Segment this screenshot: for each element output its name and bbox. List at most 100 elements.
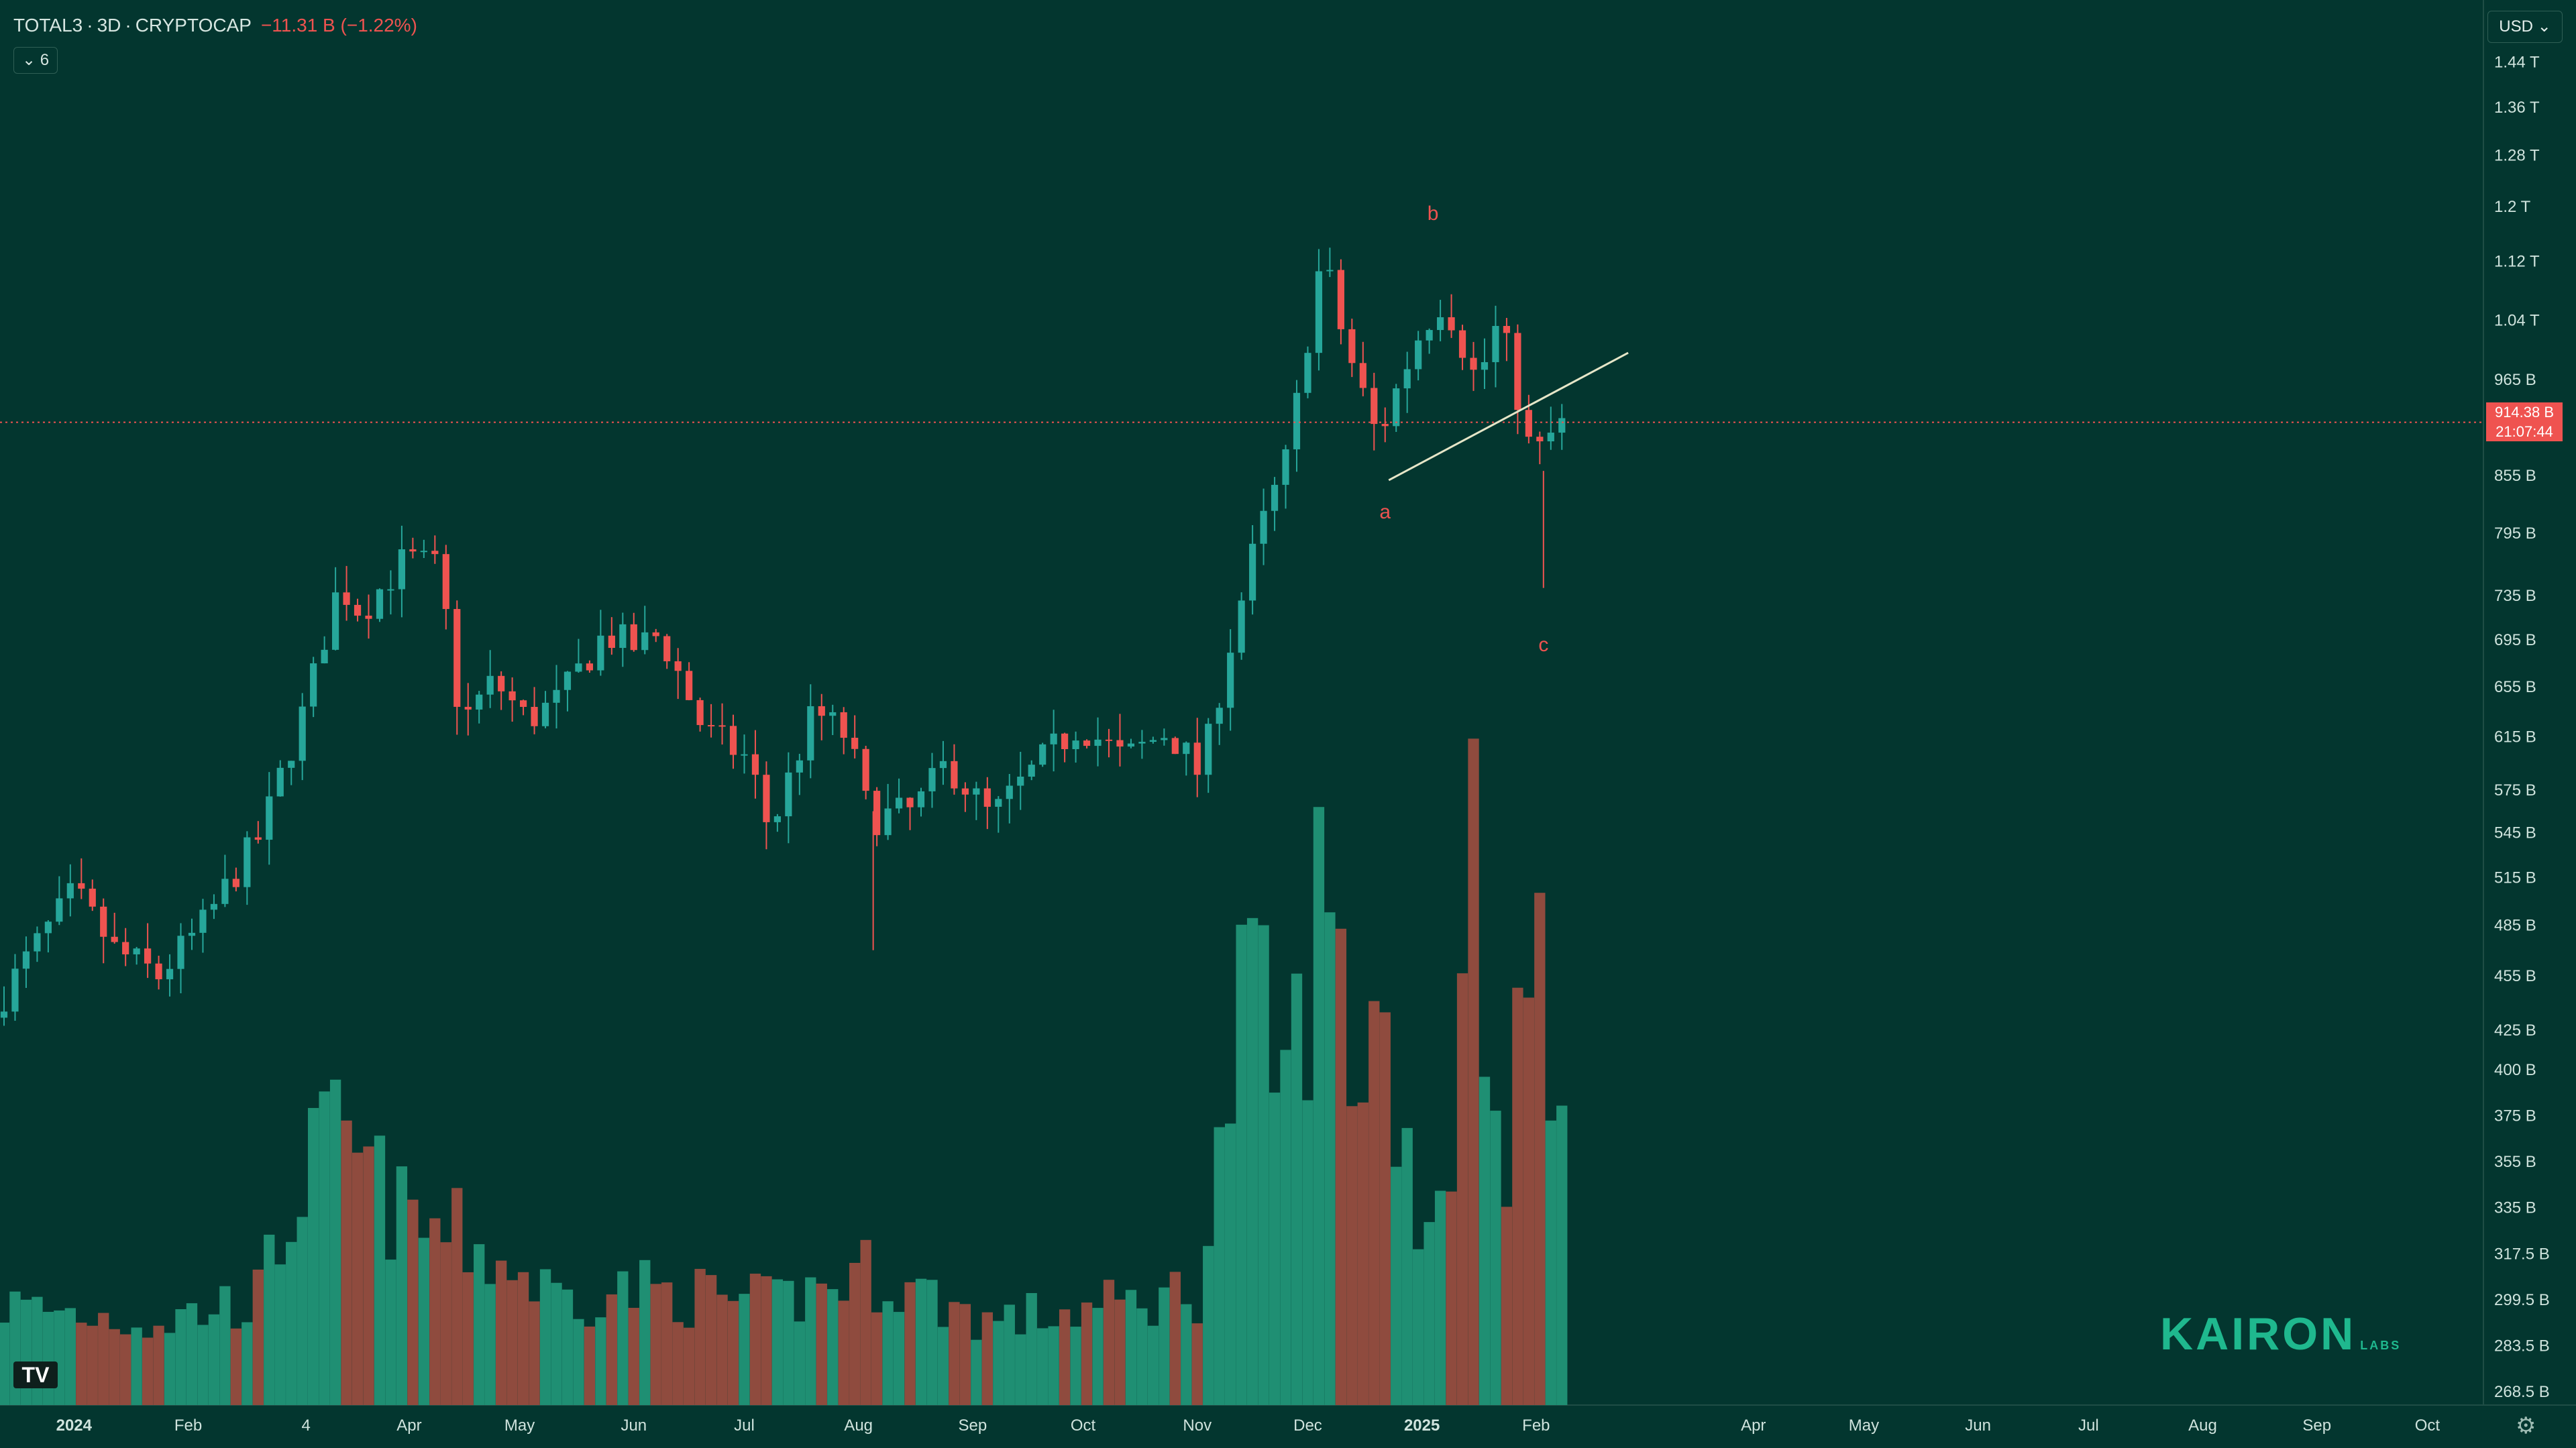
volume-bar xyxy=(1401,1127,1413,1405)
volume-bar xyxy=(474,1244,485,1405)
candle xyxy=(1072,731,1079,763)
volume-bar xyxy=(440,1242,451,1405)
candle-body xyxy=(1448,317,1455,331)
volume-bar xyxy=(1269,1093,1281,1405)
candle-body xyxy=(78,883,85,889)
candle xyxy=(11,954,19,1021)
candle-body xyxy=(586,663,594,671)
candle xyxy=(807,684,814,779)
volume-bar xyxy=(1136,1308,1148,1405)
time-axis[interactable]: 2024 Feb 4 Apr May Jun Jul Aug Sep Oct Nov Dec 2025 F… xyxy=(56,1416,2440,1435)
volume-bar xyxy=(926,1280,938,1405)
candle xyxy=(608,617,615,655)
volume-bar xyxy=(0,1323,10,1405)
candle xyxy=(1161,728,1168,746)
candle xyxy=(420,539,427,558)
candle-body xyxy=(564,671,572,690)
candle xyxy=(188,918,196,950)
candle-body xyxy=(1260,510,1267,544)
candle-body xyxy=(1547,433,1554,442)
candle xyxy=(1481,338,1489,389)
kairon-logo: KAIRON LABS xyxy=(2160,1308,2401,1360)
price-tick-label: 515 B xyxy=(2494,869,2536,887)
bar-countdown: 21:07:44 xyxy=(2496,423,2553,440)
candle-body xyxy=(431,551,439,555)
interval-label[interactable]: 3D xyxy=(97,15,121,36)
last-price-tag: 914.38 B 21:07:44 xyxy=(2486,402,2563,441)
volume-bar xyxy=(1335,928,1347,1405)
volume-bar xyxy=(672,1322,684,1405)
candle-body xyxy=(321,649,328,664)
candle-body xyxy=(1271,484,1279,511)
volume-bar xyxy=(142,1337,154,1405)
last-price-value: 914.38 B xyxy=(2494,404,2555,421)
volume-bar xyxy=(1103,1280,1115,1405)
candle-body xyxy=(1149,740,1157,742)
trendline[interactable] xyxy=(1388,351,1629,482)
candle xyxy=(409,537,417,559)
volume-bars xyxy=(0,738,1568,1405)
volume-bar xyxy=(794,1321,806,1405)
gear-icon[interactable]: ⚙ xyxy=(2516,1413,2536,1439)
candle-body xyxy=(34,933,41,952)
volume-bar xyxy=(937,1327,949,1405)
candle-body xyxy=(0,1011,8,1018)
volume-bar xyxy=(219,1286,231,1405)
candle-body xyxy=(1061,733,1069,749)
candle xyxy=(232,867,239,892)
candle xyxy=(1094,717,1102,767)
candle-body xyxy=(453,609,461,707)
price-tick-label: 545 B xyxy=(2494,824,2536,842)
volume-bar xyxy=(407,1199,419,1405)
volume-bar xyxy=(694,1268,706,1405)
candle xyxy=(365,594,372,639)
indicators-toggle-button[interactable]: ⌄ 6 xyxy=(13,47,58,74)
candle xyxy=(1315,249,1323,371)
volume-bar xyxy=(1004,1304,1015,1405)
volume-bar xyxy=(849,1262,861,1405)
candle-body xyxy=(22,951,30,969)
price-axis[interactable]: 1.44 T 1.36 T 1.28 T 1.2 T 1.12 T 1.04 T 965 B… xyxy=(2494,53,2550,1401)
candle-body xyxy=(1227,653,1234,708)
volume-bar xyxy=(1015,1334,1026,1405)
candle xyxy=(696,698,704,732)
candle-body xyxy=(1105,739,1113,741)
volume-bar xyxy=(396,1166,408,1405)
candle-body xyxy=(575,663,582,672)
price-change: −11.31 B (−1.22%) xyxy=(260,15,417,36)
volume-bar xyxy=(1081,1302,1093,1405)
candle-body xyxy=(1393,388,1400,427)
candle xyxy=(453,600,461,735)
candle xyxy=(862,745,869,799)
candle-body xyxy=(741,754,748,756)
candle xyxy=(244,831,251,905)
candle xyxy=(44,920,52,953)
volume-bar xyxy=(1545,1120,1556,1405)
candle xyxy=(785,752,792,844)
volume-bar xyxy=(208,1314,220,1405)
logo-text: KAIRON xyxy=(2160,1308,2357,1359)
symbol-name[interactable]: TOTAL3 xyxy=(13,15,83,36)
volume-bar xyxy=(153,1325,164,1405)
price-tick-label: 1.28 T xyxy=(2494,147,2540,165)
chevron-down-icon: ⌄ xyxy=(22,51,36,69)
volume-bar xyxy=(727,1300,739,1405)
volume-bar xyxy=(1556,1105,1568,1405)
volume-bar xyxy=(1456,973,1468,1405)
volume-bar xyxy=(495,1260,507,1405)
volume-bar xyxy=(650,1284,661,1405)
candle-body xyxy=(232,879,239,887)
candle xyxy=(1061,732,1069,763)
candle xyxy=(630,612,637,652)
separator-dot: · xyxy=(125,15,131,36)
candle xyxy=(1326,247,1334,278)
candle-body xyxy=(983,788,991,807)
price-tick-label: 335 B xyxy=(2494,1199,2536,1217)
volume-bar xyxy=(32,1296,43,1405)
tradingview-logo[interactable]: TV xyxy=(13,1361,58,1388)
currency-selector[interactable]: USD ⌄ xyxy=(2487,11,2563,43)
volume-bar xyxy=(561,1289,574,1405)
candle xyxy=(354,598,362,622)
candle xyxy=(641,606,649,655)
